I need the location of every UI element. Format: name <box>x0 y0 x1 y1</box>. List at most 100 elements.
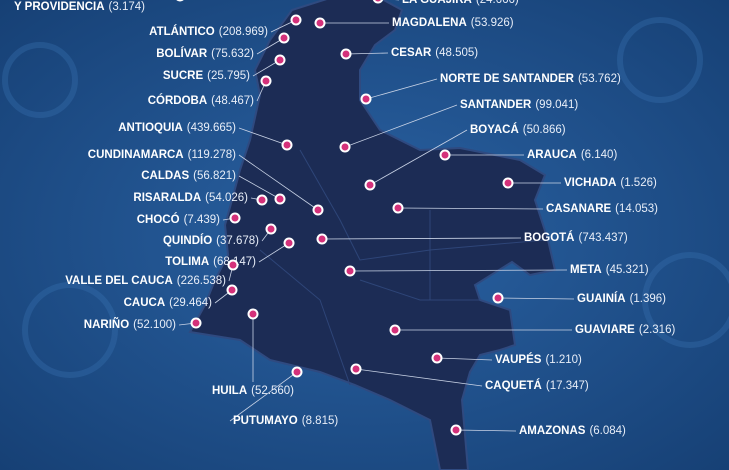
department-label: PUTUMAYO (8.815) <box>233 415 338 427</box>
department-cases: (50.866) <box>523 124 566 136</box>
marker-core <box>292 16 300 24</box>
marker-core <box>318 235 326 243</box>
leader-line <box>397 207 544 210</box>
department-cases: (1.210) <box>545 354 582 366</box>
department-label: LA GUAJIRA (24.666) <box>402 0 519 6</box>
leader-line <box>365 78 438 100</box>
department-label: ATLÁNTICO (208.969) <box>149 25 268 38</box>
department-name: BOGOTÁ <box>524 231 574 244</box>
department-cases: (75.632) <box>211 48 254 60</box>
department-cases: (56.821) <box>193 170 236 182</box>
department-name: TOLIMA <box>165 256 209 268</box>
department-name: GUAINÍA <box>577 292 626 305</box>
department-name: BOLÍVAR <box>156 47 208 60</box>
department-label: AMAZONAS (6.084) <box>519 425 626 437</box>
marker-core <box>228 286 236 294</box>
department-label: ANTIOQUIA (439.665) <box>118 122 236 134</box>
marker-core <box>293 368 301 376</box>
department-cases: (119.278) <box>188 149 237 161</box>
department-name: CÓRDOBA <box>148 94 207 107</box>
department-name: SANTANDER <box>460 99 532 111</box>
department-label: CÓRDOBA (48.467) <box>148 94 254 107</box>
marker-core <box>276 56 284 64</box>
marker-core <box>258 196 266 204</box>
marker-core <box>441 151 449 159</box>
department-name: CESAR <box>391 47 432 59</box>
department-name: NARIÑO <box>84 318 129 331</box>
department-name: PUTUMAYO <box>233 415 298 427</box>
department-name: CALDAS <box>141 170 189 182</box>
labels: Y PROVIDENCIA (3.174) LA GUAJIRA (24.666) AT… <box>14 0 675 437</box>
department-label: MAGDALENA (53.926) <box>392 17 514 29</box>
department-label: BOGOTÁ (743.437) <box>524 231 628 244</box>
department-label: SUCRE (25.795) <box>163 70 250 82</box>
leader-line <box>238 154 319 211</box>
department-label: CAQUETÁ (17.347) <box>485 379 589 392</box>
marker-core <box>229 261 237 269</box>
marker-core <box>366 181 374 189</box>
marker-core <box>262 77 270 85</box>
department-name: LA GUAJIRA <box>402 0 472 6</box>
department-cases: (7.439) <box>184 214 221 226</box>
department-cases: (2.316) <box>639 324 676 336</box>
department-label: RISARALDA (54.026) <box>133 192 248 204</box>
marker-core <box>276 195 284 203</box>
department-name: VALLE DEL CAUCA <box>65 275 173 287</box>
department-cases: (54.026) <box>205 192 248 204</box>
department-cases: (743.437) <box>578 232 627 244</box>
department-label: NORTE DE SANTANDER (53.762) <box>440 73 621 85</box>
virus-decoration <box>2 17 729 378</box>
leader-line <box>345 52 389 55</box>
department-name: ARAUCA <box>527 149 577 161</box>
department-cases: (8.815) <box>302 415 339 427</box>
leader-line <box>258 242 290 263</box>
department-name: QUINDÍO <box>163 234 212 247</box>
department-cases: (439.665) <box>187 122 236 134</box>
department-label: VALLE DEL CAUCA (226.538) <box>65 275 226 287</box>
department-label: ARAUCA (6.140) <box>527 149 617 161</box>
marker-core <box>280 34 288 42</box>
marker-core <box>452 426 460 434</box>
department-cases: (208.969) <box>219 26 268 38</box>
marker <box>176 0 184 2</box>
department-label: Y PROVIDENCIA (3.174) <box>14 1 145 13</box>
leader-line <box>436 357 493 361</box>
department-label: META (45.321) <box>570 264 649 276</box>
department-cases: (52.560) <box>251 385 294 397</box>
department-cases: (25.795) <box>207 70 250 82</box>
department-name: MAGDALENA <box>392 17 467 29</box>
marker-core <box>433 354 441 362</box>
marker-core <box>362 95 370 103</box>
department-cases: (99.041) <box>535 99 578 111</box>
department-cases: (226.538) <box>177 275 226 287</box>
marker-core <box>283 141 291 149</box>
department-name: CASANARE <box>546 203 612 215</box>
department-cases: (48.505) <box>435 47 478 59</box>
department-label: VAUPÉS (1.210) <box>495 353 582 366</box>
department-cases: (6.140) <box>581 149 618 161</box>
department-name: RISARALDA <box>133 192 201 204</box>
department-name: HUILA <box>212 385 247 397</box>
department-label: SANTANDER (99.041) <box>460 99 578 111</box>
department-label: GUAVIARE (2.316) <box>575 324 675 336</box>
marker-core <box>192 319 200 327</box>
department-label: HUILA (52.560) <box>212 385 294 397</box>
department-name: ATLÁNTICO <box>149 25 215 38</box>
marker-core <box>346 267 354 275</box>
marker-core <box>352 365 360 373</box>
marker-core <box>267 225 275 233</box>
department-name: AMAZONAS <box>519 425 586 437</box>
marker-core <box>504 179 512 187</box>
marker-core <box>394 204 402 212</box>
department-cases: (24.666) <box>476 0 519 6</box>
department-label: CAUCA (29.464) <box>124 297 213 309</box>
marker <box>372 0 384 4</box>
department-name: BOYACÁ <box>470 123 519 136</box>
department-label: CHOCÓ (7.439) <box>137 213 220 226</box>
leader-line <box>321 237 522 240</box>
markers <box>176 0 514 436</box>
department-label: NARIÑO (52.100) <box>84 318 176 331</box>
leader-line <box>455 429 517 432</box>
department-cases: (3.174) <box>109 1 146 13</box>
